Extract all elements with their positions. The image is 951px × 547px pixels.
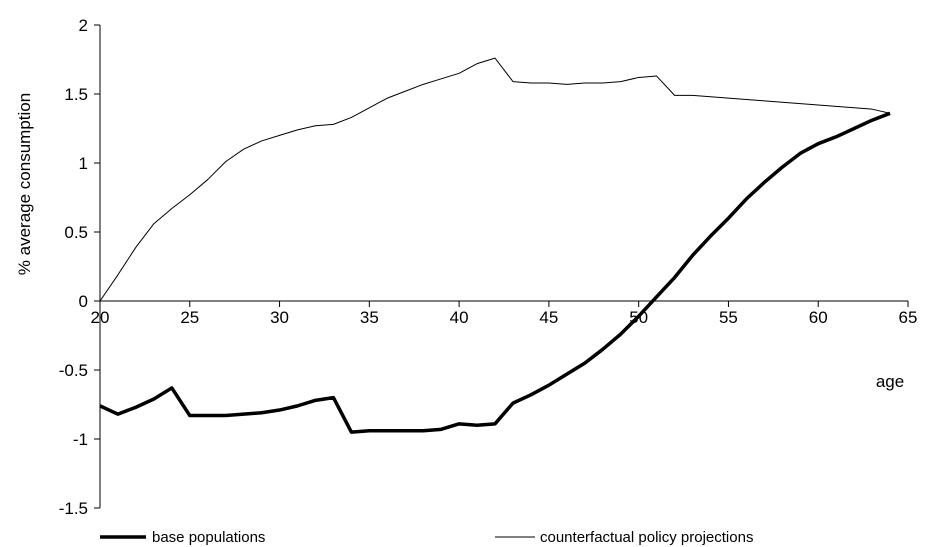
x-tick-label: 20 xyxy=(91,308,110,327)
series-line-counterfactual-policy-projections xyxy=(99,57,891,302)
x-tick-label: 35 xyxy=(360,308,379,327)
legend-label-base-populations: base populations xyxy=(152,529,265,546)
y-tick-label: 1 xyxy=(79,154,88,173)
y-tick-label: -1.5 xyxy=(59,499,88,518)
x-tick-label: 55 xyxy=(719,308,738,327)
series-line-base-populations xyxy=(99,111,891,434)
legend-label-counterfactual: counterfactual policy projections xyxy=(540,529,753,546)
x-axis-title: age xyxy=(876,372,904,391)
x-tick-label: 25 xyxy=(180,308,199,327)
x-tick-label: 65 xyxy=(899,308,918,327)
x-tick-label: 30 xyxy=(270,308,289,327)
x-tick-label: 45 xyxy=(539,308,558,327)
y-tick-label: -0.5 xyxy=(59,361,88,380)
y-tick-label: 0 xyxy=(79,292,88,311)
legend: base populations counterfactual policy p… xyxy=(100,529,753,546)
y-tick-label: 1.5 xyxy=(64,85,88,104)
y-tick-label: 0.5 xyxy=(64,223,88,242)
y-tick-label: -1 xyxy=(73,430,88,449)
y-axis-title: % average consumption xyxy=(15,93,34,275)
x-tick-label: 60 xyxy=(809,308,828,327)
series-layer xyxy=(99,57,891,434)
x-tick-label: 40 xyxy=(450,308,469,327)
y-tick-label: 2 xyxy=(79,16,88,35)
